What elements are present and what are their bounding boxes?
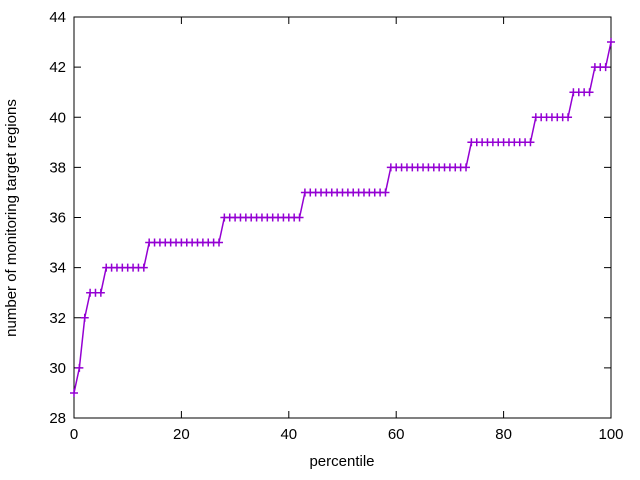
data-series: [70, 38, 615, 397]
x-tick-label: 80: [495, 426, 512, 443]
y-tick-label: 36: [49, 210, 66, 227]
x-tick-label: 100: [598, 426, 623, 443]
plot-border: [73, 16, 612, 419]
axis-ticks: [73, 16, 612, 419]
y-tick-label: 44: [49, 9, 66, 26]
x-tick-labels: 0 20 40 60 80 100: [70, 426, 624, 443]
x-tick-label: 40: [280, 426, 297, 443]
x-tick-label: 20: [173, 426, 190, 443]
y-tick-label: 30: [49, 360, 66, 377]
x-tick-label: 60: [388, 426, 405, 443]
y-tick-label: 38: [49, 159, 66, 176]
y-tick-label: 28: [49, 410, 66, 427]
x-tick-label: 0: [70, 426, 78, 443]
x-axis-label: percentile: [309, 453, 374, 470]
series-line: [73, 41, 612, 394]
y-tick-labels: 28 30 32 34 36 38 40 42 44: [49, 9, 66, 427]
series-plus-markers: [70, 38, 615, 397]
y-tick-label: 40: [49, 109, 66, 126]
y-axis-label: number of monitoring target regions: [3, 99, 20, 337]
y-tick-label: 42: [49, 59, 66, 76]
y-tick-label: 32: [49, 310, 66, 327]
y-tick-label: 34: [49, 260, 66, 277]
